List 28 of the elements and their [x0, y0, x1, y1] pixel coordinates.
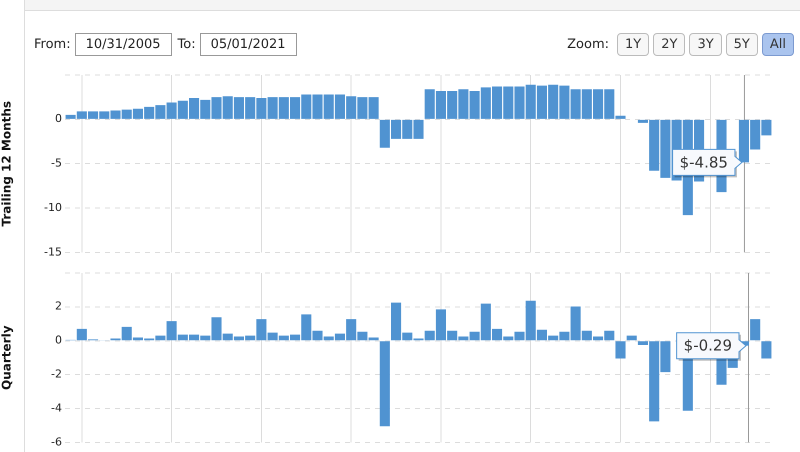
bar	[750, 319, 760, 340]
text: To:	[178, 36, 196, 52]
bar	[626, 336, 637, 340]
text: 2Y	[653, 32, 686, 56]
text: From:	[34, 36, 71, 52]
bar	[615, 341, 626, 359]
y-axis-title: Trailing 12 Months	[0, 100, 14, 226]
y-tick-label: -2	[51, 368, 62, 380]
text: 3Y	[689, 32, 722, 56]
text: Zoom:	[567, 36, 609, 52]
y-tick-label: 2	[55, 300, 62, 313]
y-axis-title: Quarterly	[0, 325, 14, 390]
bar	[380, 341, 390, 426]
text: 1Y	[617, 32, 650, 56]
text: 10/31/2005	[74, 32, 172, 56]
bar	[761, 341, 772, 359]
text: 5Y	[726, 32, 758, 56]
text: All	[762, 32, 794, 56]
y-tick-label: -15	[44, 245, 62, 258]
y-tick-label: 0	[55, 334, 62, 347]
y-tick-label: -4	[51, 401, 62, 414]
annotation: $-4.85	[680, 153, 728, 172]
y-tick-label: -5	[51, 156, 62, 170]
y-tick-label: -10	[44, 200, 62, 214]
y-tick-label: 0	[55, 112, 62, 126]
annotation: $-0.29	[684, 336, 732, 355]
text: 05/01/2021	[200, 32, 297, 56]
y-tick-label: -6	[51, 435, 62, 448]
